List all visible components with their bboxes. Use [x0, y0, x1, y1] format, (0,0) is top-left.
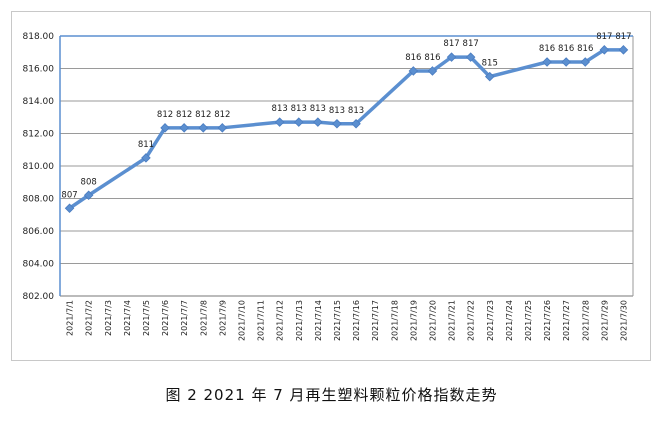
x-tick-label: 2021/7/9 — [218, 300, 227, 336]
data-point-marker — [542, 57, 552, 67]
data-label: 813 — [348, 106, 364, 116]
chart-frame: 802.00 804.00 806.00 808.00 810.00 812.00 814.… — [11, 11, 651, 361]
y-tick-label: 816.00 — [23, 65, 55, 75]
x-tick-label: 2021/7/4 — [123, 300, 132, 336]
data-label: 811 — [138, 140, 154, 150]
data-point-marker — [83, 190, 94, 201]
x-tick-label: 2021/7/30 — [619, 300, 628, 341]
data-point-marker — [484, 71, 495, 82]
data-point-marker — [179, 123, 189, 133]
x-tick-label: 2021/7/24 — [505, 300, 514, 341]
figure-caption: 图 2 2021 年 7 月再生塑料颗粒价格指数走势 — [165, 386, 498, 404]
x-tick-label: 2021/7/2 — [85, 300, 94, 336]
data-label: 817 — [463, 39, 479, 49]
data-label: 816 — [424, 53, 440, 63]
x-tick-label: 2021/7/17 — [371, 300, 380, 341]
data-label: 808 — [81, 177, 97, 187]
data-point-marker — [446, 52, 457, 62]
data-point-marker — [332, 118, 342, 129]
series-line — [67, 48, 626, 210]
data-points — [64, 45, 629, 214]
x-tick-label: 2021/7/6 — [161, 300, 170, 336]
data-label: 816 — [577, 44, 593, 54]
data-point-marker — [160, 123, 170, 133]
x-axis-ticks: 2021/7/1 2021/7/2 2021/7/3 2021/7/4 2021/7/5… — [66, 300, 629, 341]
data-label: 816 — [405, 53, 421, 63]
x-tick-label: 2021/7/13 — [295, 300, 304, 341]
data-label: 812 — [176, 110, 192, 120]
x-tick-label: 2021/7/3 — [104, 300, 113, 336]
data-label: 816 — [558, 44, 574, 54]
data-label: 813 — [329, 106, 345, 116]
x-tick-label: 2021/7/23 — [486, 300, 495, 341]
x-tick-label: 2021/7/7 — [180, 300, 189, 336]
x-tick-label: 2021/7/18 — [390, 300, 399, 341]
x-tick-label: 2021/7/5 — [142, 300, 151, 336]
data-point-marker — [313, 117, 323, 127]
x-tick-label: 2021/7/19 — [409, 300, 418, 341]
y-axis-ticks: 802.00 804.00 806.00 808.00 810.00 812.00 814.… — [23, 32, 55, 302]
data-label: 813 — [310, 104, 326, 114]
x-tick-label: 2021/7/10 — [237, 300, 246, 341]
data-label: 817 — [443, 39, 459, 49]
data-point-marker — [198, 123, 209, 133]
data-point-marker — [580, 57, 591, 67]
x-tick-label: 2021/7/25 — [524, 300, 533, 341]
data-point-marker — [64, 203, 75, 214]
data-point-marker — [141, 153, 151, 163]
x-tick-label: 2021/7/8 — [199, 300, 208, 336]
data-label: 816 — [539, 44, 555, 54]
data-label: 807 — [61, 190, 77, 200]
data-point-marker — [274, 117, 285, 127]
price-index-line-chart: 802.00 804.00 806.00 808.00 810.00 812.00 814.… — [23, 32, 634, 341]
x-tick-label: 2021/7/29 — [600, 300, 609, 341]
data-label: 812 — [195, 110, 211, 120]
data-point-marker — [599, 45, 610, 55]
data-point-marker — [427, 66, 438, 76]
y-tick-label: 802.00 — [23, 292, 55, 302]
y-tick-label: 818.00 — [23, 32, 55, 42]
grid-lines — [59, 35, 634, 297]
y-tick-label: 812.00 — [23, 130, 55, 140]
x-tick-label: 2021/7/12 — [276, 300, 285, 341]
data-point-marker — [293, 117, 304, 127]
data-point-marker — [561, 57, 571, 67]
y-tick-label: 810.00 — [23, 162, 55, 172]
data-label: 813 — [272, 104, 288, 114]
x-tick-label: 2021/7/20 — [428, 300, 437, 341]
x-tick-label: 2021/7/1 — [66, 300, 75, 336]
y-tick-label: 804.00 — [23, 260, 55, 270]
y-tick-label: 806.00 — [23, 227, 55, 237]
data-point-marker — [408, 66, 419, 76]
data-label: 817 — [596, 32, 612, 42]
x-tick-label: 2021/7/15 — [333, 300, 342, 341]
y-tick-label: 808.00 — [23, 195, 55, 205]
data-point-marker — [351, 118, 361, 129]
data-point-marker — [217, 123, 228, 133]
x-tick-label: 2021/7/21 — [448, 300, 457, 341]
x-tick-label: 2021/7/27 — [562, 300, 571, 341]
data-label: 812 — [157, 110, 173, 120]
x-tick-label: 2021/7/22 — [467, 300, 476, 341]
data-point-marker — [465, 52, 476, 62]
series-polyline — [67, 48, 626, 210]
data-point-marker — [618, 45, 629, 55]
data-label: 812 — [214, 110, 230, 120]
data-label: 815 — [482, 59, 498, 69]
x-tick-label: 2021/7/28 — [581, 300, 590, 341]
x-tick-label: 2021/7/16 — [352, 300, 361, 341]
data-label: 813 — [291, 104, 307, 114]
x-tick-label: 2021/7/26 — [543, 300, 552, 341]
x-tick-label: 2021/7/14 — [314, 300, 323, 341]
x-tick-label: 2021/7/11 — [257, 300, 266, 341]
y-tick-label: 814.00 — [23, 97, 55, 107]
data-label: 817 — [615, 32, 631, 42]
